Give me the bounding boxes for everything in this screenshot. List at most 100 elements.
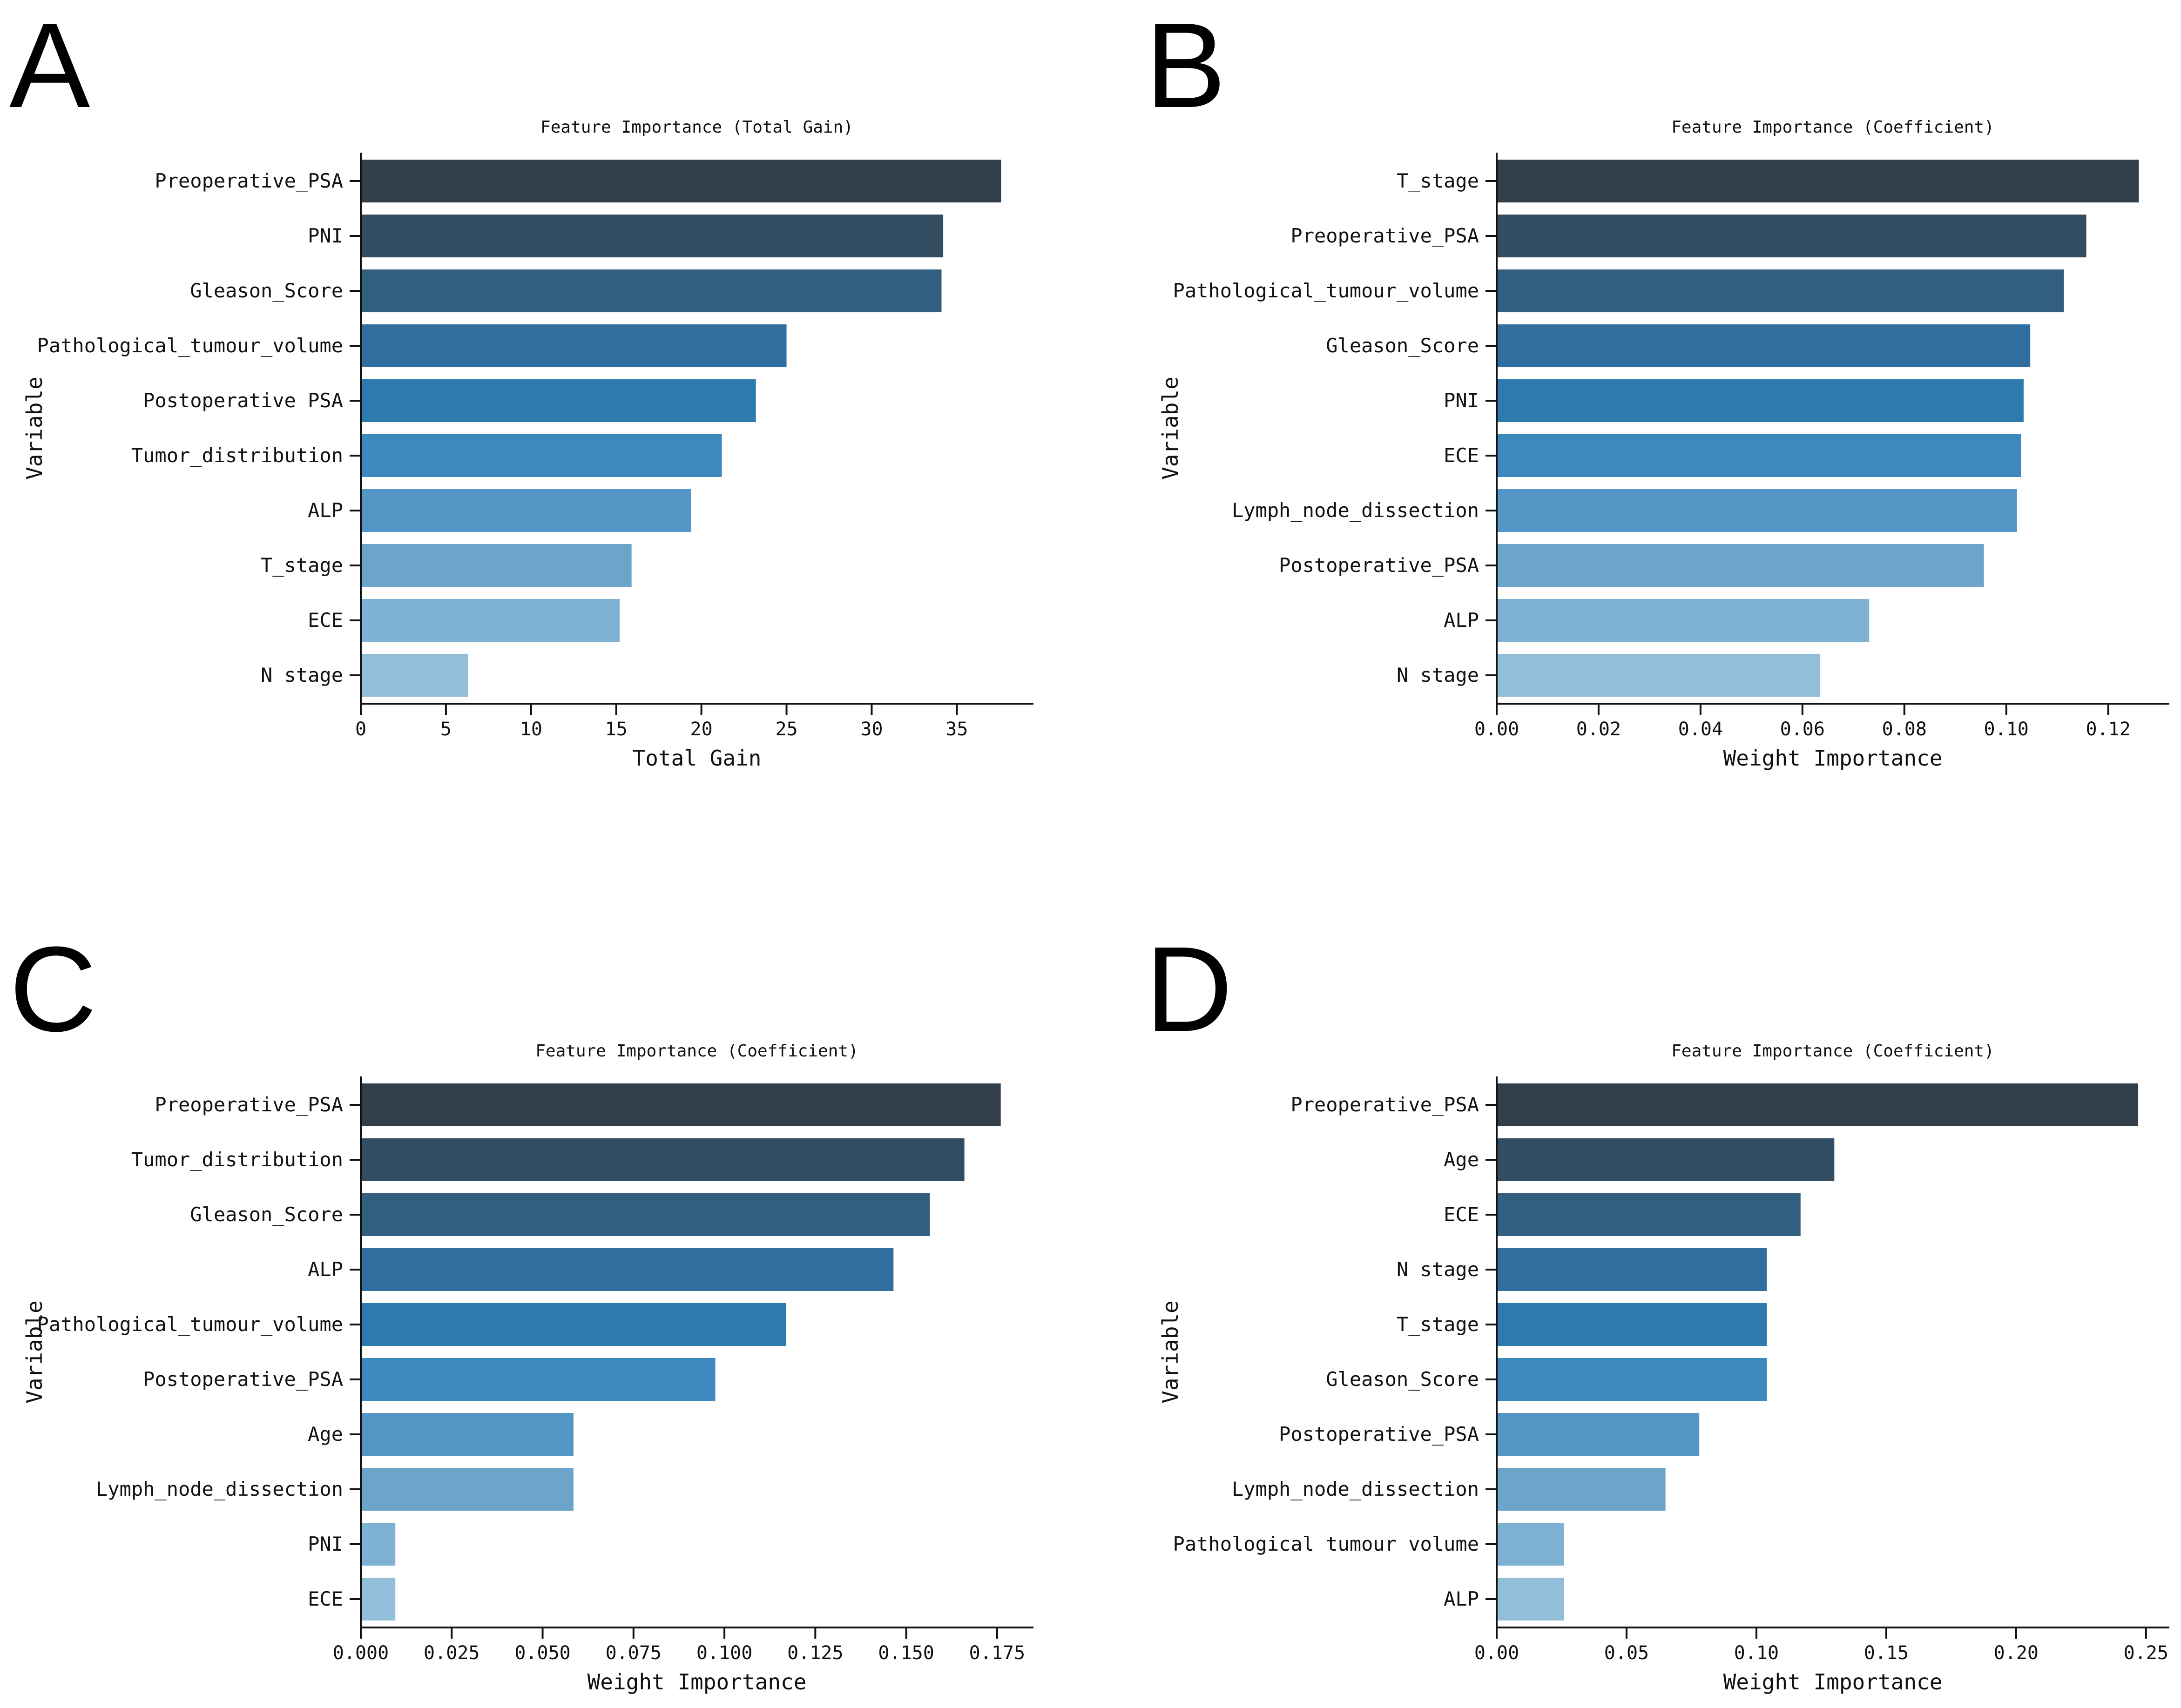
bar-c-9	[361, 1577, 396, 1621]
x-tick-label-b-1: 0.02	[1576, 719, 1621, 740]
bar-d-7	[1497, 1467, 1666, 1511]
x-axis-label-d: Weight Importance	[1723, 1669, 1943, 1695]
panel-letter-d: D	[1145, 922, 1233, 1057]
category-label-c-4: Pathological_tumour_volume	[37, 1313, 343, 1336]
x-tick-label-b-0: 0.00	[1474, 719, 1519, 740]
panel-letter-b: B	[1145, 0, 1226, 133]
category-label-a-5: Tumor_distribution	[131, 444, 343, 467]
bar-d-4	[1497, 1303, 1767, 1346]
bar-b-1	[1497, 214, 2086, 258]
category-label-d-3: N stage	[1397, 1258, 1479, 1281]
x-tick-label-c-6: 0.150	[878, 1642, 934, 1664]
x-tick-label-c-4: 0.100	[696, 1642, 752, 1664]
x-tick-label-b-2: 0.04	[1678, 719, 1723, 740]
category-label-a-4: Postoperative PSA	[143, 389, 343, 412]
bar-c-2	[361, 1193, 930, 1237]
category-label-a-7: T_stage	[261, 554, 343, 577]
x-tick-label-b-4: 0.08	[1882, 719, 1927, 740]
y-axis-label-d: Variable	[1158, 1300, 1183, 1404]
bar-d-9	[1497, 1577, 1565, 1621]
x-tick-label-a-6: 30	[860, 719, 883, 740]
bar-d-3	[1497, 1248, 1767, 1291]
bar-d-6	[1497, 1412, 1700, 1456]
bar-c-8	[361, 1522, 396, 1566]
x-tick-label-d-0: 0.00	[1474, 1642, 1519, 1664]
x-tick-label-d-1: 0.05	[1604, 1642, 1649, 1664]
category-label-b-8: ALP	[1444, 609, 1479, 632]
category-label-d-6: Postoperative_PSA	[1279, 1423, 1479, 1446]
category-label-a-6: ALP	[308, 499, 343, 522]
bar-a-7	[361, 544, 632, 587]
category-label-a-9: N stage	[261, 664, 343, 686]
category-label-a-2: Gleason_Score	[190, 279, 343, 302]
x-tick-label-c-5: 0.125	[787, 1642, 843, 1664]
bar-b-6	[1497, 489, 2017, 532]
x-tick-label-a-7: 35	[945, 719, 968, 740]
x-tick-label-b-5: 0.10	[1984, 719, 2029, 740]
chart-title-b: Feature Importance (Coefficient)	[1671, 118, 1994, 137]
x-tick-label-b-3: 0.06	[1780, 719, 1825, 740]
x-tick-label-c-3: 0.075	[606, 1642, 662, 1664]
y-axis-label-b: Variable	[1158, 377, 1183, 480]
bar-a-3	[361, 324, 787, 368]
category-label-b-5: ECE	[1444, 444, 1479, 467]
chart-title-d: Feature Importance (Coefficient)	[1671, 1042, 1994, 1061]
bar-d-5	[1497, 1358, 1767, 1401]
category-label-c-5: Postoperative_PSA	[143, 1368, 343, 1391]
chart-title-a: Feature Importance (Total Gain)	[540, 118, 853, 137]
bar-a-0	[361, 159, 1001, 203]
category-label-b-9: N stage	[1397, 664, 1479, 686]
category-label-c-9: ECE	[308, 1587, 343, 1610]
y-axis-label-c: Variable	[22, 1300, 47, 1404]
category-label-c-7: Lymph_node_dissection	[96, 1478, 343, 1500]
category-label-d-4: T_stage	[1397, 1313, 1479, 1336]
x-tick-label-c-2: 0.050	[514, 1642, 570, 1664]
category-label-b-2: Pathological_tumour_volume	[1173, 279, 1479, 302]
bar-b-9	[1497, 653, 1821, 697]
bar-a-6	[361, 489, 691, 532]
x-tick-label-a-0: 0	[355, 719, 366, 740]
x-axis-label-c: Weight Importance	[587, 1669, 807, 1695]
category-label-c-0: Preoperative_PSA	[155, 1093, 343, 1116]
category-label-b-6: Lymph_node_dissection	[1232, 499, 1479, 522]
x-tick-label-a-4: 20	[690, 719, 713, 740]
category-label-a-8: ECE	[308, 609, 343, 632]
x-tick-label-d-4: 0.20	[1994, 1642, 2039, 1664]
x-tick-label-a-2: 10	[520, 719, 542, 740]
category-label-d-1: Age	[1444, 1148, 1479, 1171]
panel-letter-c: C	[9, 922, 97, 1057]
category-label-b-3: Gleason_Score	[1326, 334, 1479, 357]
x-tick-label-c-1: 0.025	[424, 1642, 479, 1664]
category-label-a-3: Pathological_tumour_volume	[37, 334, 343, 357]
bar-d-0	[1497, 1083, 2139, 1127]
category-label-d-7: Lymph_node_dissection	[1232, 1478, 1479, 1500]
bar-c-0	[361, 1083, 1001, 1127]
bar-c-6	[361, 1412, 574, 1456]
category-label-c-8: PNI	[308, 1533, 343, 1555]
category-label-d-2: ECE	[1444, 1203, 1479, 1226]
category-label-a-1: PNI	[308, 224, 343, 247]
x-tick-label-a-3: 15	[605, 719, 628, 740]
bar-c-3	[361, 1248, 894, 1291]
category-label-b-4: PNI	[1444, 389, 1479, 412]
category-label-a-0: Preoperative_PSA	[155, 169, 343, 192]
bar-b-0	[1497, 159, 2139, 203]
bar-d-2	[1497, 1193, 1801, 1237]
bar-a-4	[361, 379, 756, 423]
panel-letter-a: A	[9, 0, 91, 133]
x-axis-label-b: Weight Importance	[1723, 746, 1943, 771]
y-axis-label-a: Variable	[22, 377, 47, 480]
bar-a-2	[361, 269, 942, 313]
x-tick-label-d-3: 0.15	[1864, 1642, 1909, 1664]
category-label-d-8: Pathological tumour volume	[1173, 1533, 1479, 1555]
bar-a-5	[361, 434, 722, 477]
bar-a-1	[361, 214, 944, 258]
category-label-b-7: Postoperative_PSA	[1279, 554, 1479, 577]
x-tick-label-d-2: 0.10	[1734, 1642, 1779, 1664]
bar-b-8	[1497, 598, 1870, 642]
bar-c-7	[361, 1467, 574, 1511]
x-tick-label-a-5: 25	[775, 719, 797, 740]
bar-c-5	[361, 1358, 716, 1401]
bar-b-2	[1497, 269, 2064, 313]
